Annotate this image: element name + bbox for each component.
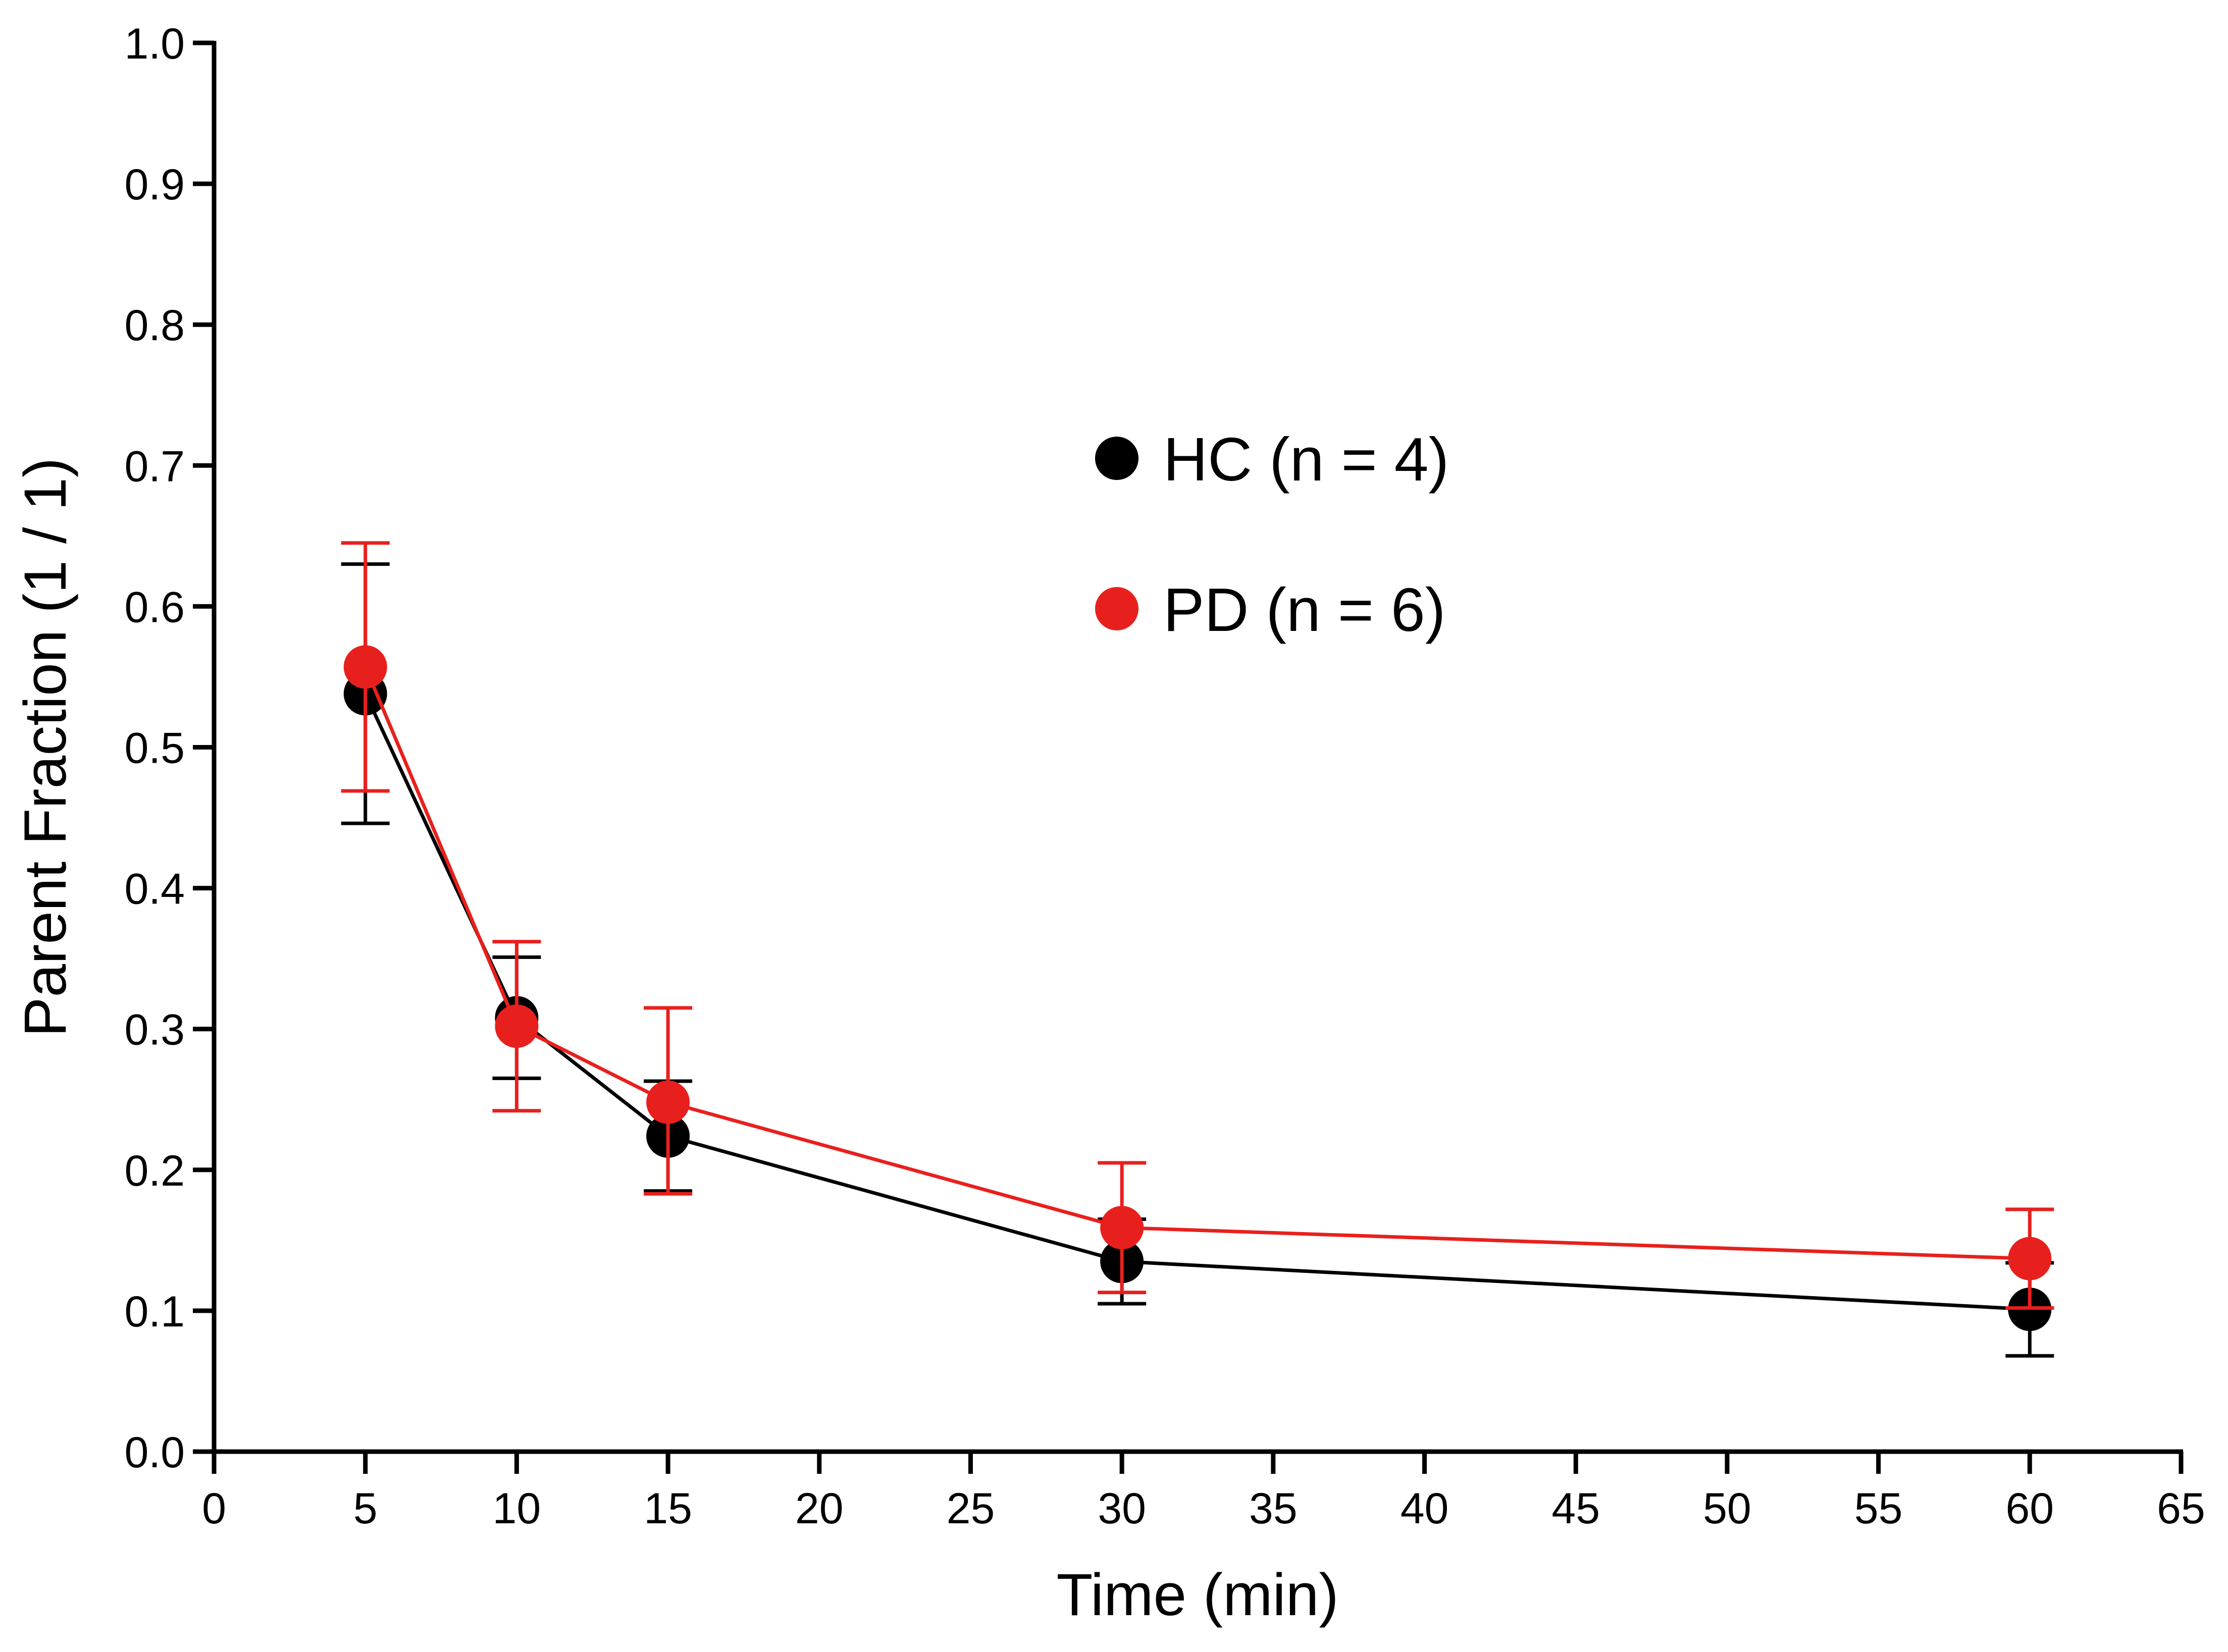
y-tick-label: 0.8 bbox=[124, 301, 185, 350]
y-tick-label: 0.9 bbox=[124, 161, 185, 209]
legend-label-pd: PD (n = 6) bbox=[1163, 575, 1445, 644]
y-tick-label: 0.5 bbox=[124, 724, 185, 773]
series-line-hc bbox=[364, 692, 2030, 1311]
data-point-pd bbox=[646, 1080, 690, 1124]
x-ticks: 0 5 10 15 20 25 30 35 40 45 50 55 60 65 bbox=[202, 1452, 2205, 1533]
series-line-pd bbox=[364, 666, 2030, 1261]
x-tick-label: 30 bbox=[1098, 1484, 1146, 1533]
y-tick-label: 0.7 bbox=[124, 442, 185, 491]
legend-marker-pd bbox=[1095, 587, 1138, 630]
series-layer bbox=[341, 541, 2054, 1358]
y-tick-label: 0.4 bbox=[124, 865, 185, 914]
axes bbox=[212, 41, 2183, 1454]
legend-label-hc: HC (n = 4) bbox=[1163, 425, 1449, 494]
x-tick-label: 45 bbox=[1551, 1484, 1600, 1533]
x-tick-label: 50 bbox=[1703, 1484, 1751, 1533]
x-axis-title: Time (min) bbox=[1056, 1562, 1338, 1628]
x-tick-label: 20 bbox=[795, 1484, 844, 1533]
data-point-pd bbox=[2008, 1237, 2052, 1281]
legend-item-pd: PD (n = 6) bbox=[1095, 575, 1445, 644]
x-tick-label: 25 bbox=[947, 1484, 995, 1533]
x-tick-label: 65 bbox=[2157, 1484, 2205, 1533]
data-point-pd bbox=[343, 645, 387, 689]
y-axis-title: Parent Fraction (1 / 1) bbox=[12, 458, 79, 1037]
x-tick-label: 60 bbox=[2005, 1484, 2054, 1533]
y-tick-label: 0.2 bbox=[124, 1147, 185, 1195]
y-tick-label: 0.0 bbox=[124, 1428, 185, 1477]
legend: HC (n = 4) PD (n = 6) bbox=[1095, 425, 1449, 644]
y-ticks: 0.0 0.1 0.2 0.3 0.4 0.5 0.6 0.7 0.8 0.9 1.0 bbox=[124, 20, 214, 1477]
data-point-pd bbox=[1100, 1206, 1144, 1250]
legend-item-hc: HC (n = 4) bbox=[1095, 425, 1449, 494]
y-tick-label: 0.3 bbox=[124, 1006, 185, 1054]
legend-marker-hc bbox=[1095, 437, 1138, 480]
y-tick-label: 0.6 bbox=[124, 583, 185, 631]
y-tick-label: 1.0 bbox=[124, 20, 185, 68]
x-tick-label: 0 bbox=[202, 1484, 226, 1533]
x-tick-label: 40 bbox=[1401, 1484, 1449, 1533]
x-tick-label: 35 bbox=[1249, 1484, 1298, 1533]
x-tick-label: 55 bbox=[1854, 1484, 1903, 1533]
x-tick-label: 10 bbox=[493, 1484, 541, 1533]
x-tick-label: 5 bbox=[353, 1484, 378, 1533]
data-point-pd bbox=[495, 1004, 539, 1048]
series-pd bbox=[341, 541, 2054, 1310]
series-hc bbox=[341, 562, 2054, 1358]
x-tick-label: 15 bbox=[644, 1484, 692, 1533]
y-tick-label: 0.1 bbox=[124, 1288, 185, 1336]
